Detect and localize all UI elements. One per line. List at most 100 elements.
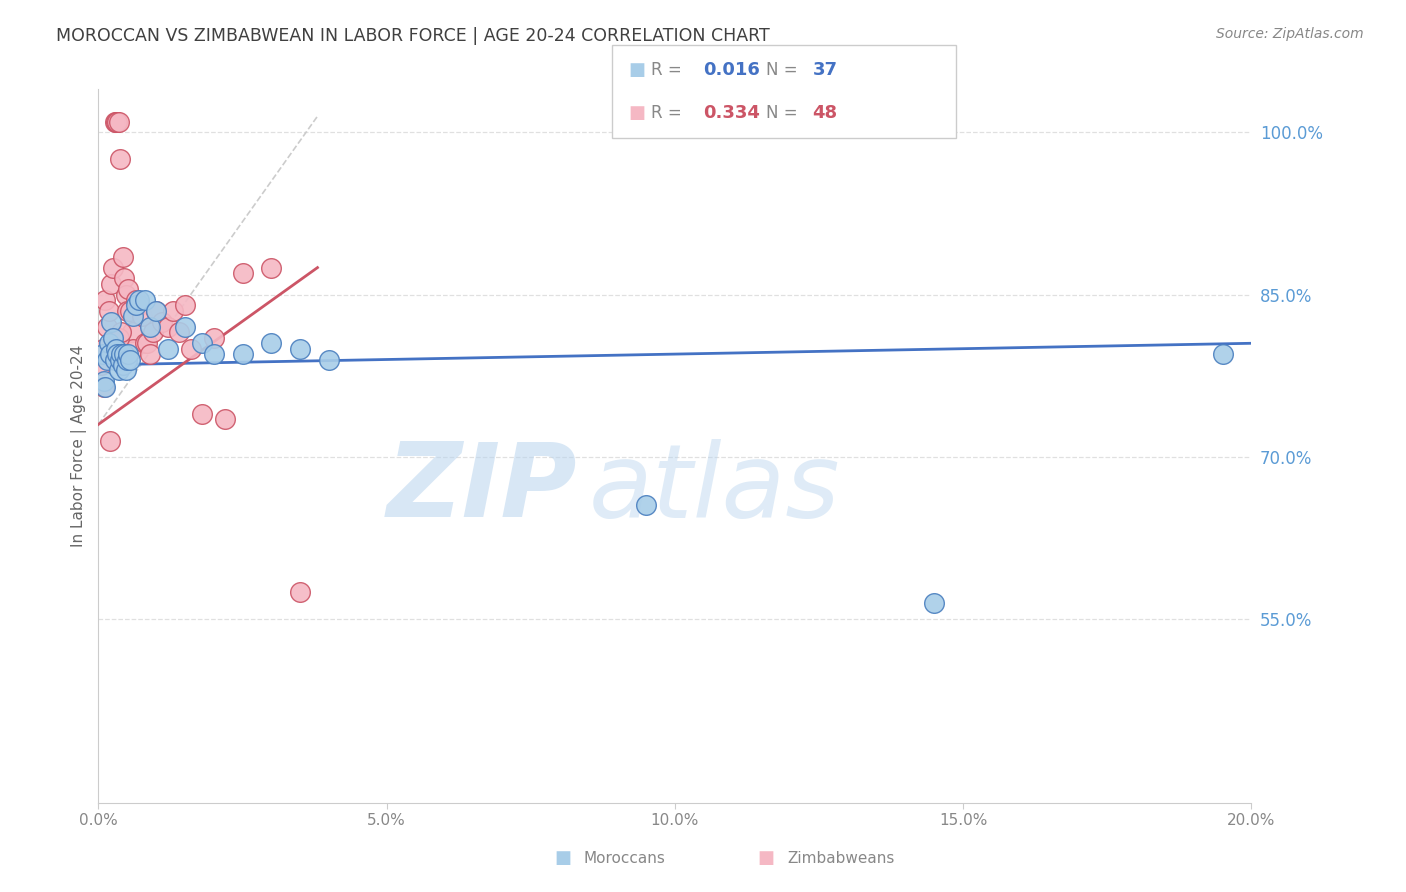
Point xyxy=(191,407,214,421)
Point xyxy=(128,293,150,307)
Point xyxy=(93,374,115,388)
Point xyxy=(110,153,132,167)
Point xyxy=(98,434,121,448)
Point xyxy=(120,303,142,318)
Point xyxy=(107,331,129,345)
Point xyxy=(231,266,254,280)
Text: ■: ■ xyxy=(758,849,775,867)
Text: Zimbabweans: Zimbabweans xyxy=(787,851,894,865)
Point xyxy=(94,379,117,393)
Point xyxy=(145,303,167,318)
Point xyxy=(110,326,132,340)
Point xyxy=(214,412,236,426)
Point xyxy=(260,336,283,351)
Point xyxy=(924,596,946,610)
Point xyxy=(290,585,312,599)
Point xyxy=(128,298,150,312)
Point xyxy=(134,293,156,307)
Point xyxy=(174,320,197,334)
Point xyxy=(91,342,114,356)
Point xyxy=(131,310,153,324)
Text: R =: R = xyxy=(651,104,688,122)
Point xyxy=(117,352,139,367)
Point xyxy=(101,331,124,345)
Text: ■: ■ xyxy=(628,61,645,78)
Point xyxy=(91,347,114,361)
Point xyxy=(107,114,129,128)
Point xyxy=(103,114,125,128)
Point xyxy=(117,303,139,318)
Point xyxy=(110,352,132,367)
Point xyxy=(104,342,127,356)
Point xyxy=(112,347,135,361)
Point xyxy=(98,347,121,361)
Point xyxy=(107,363,129,377)
Text: ZIP: ZIP xyxy=(387,438,576,540)
Point xyxy=(636,499,658,513)
Point xyxy=(202,331,225,345)
Point xyxy=(96,320,118,334)
Point xyxy=(231,347,254,361)
Point xyxy=(98,347,121,361)
Point xyxy=(120,352,142,367)
Point xyxy=(318,352,340,367)
Point xyxy=(104,114,127,128)
Point xyxy=(112,271,135,285)
Text: ■: ■ xyxy=(554,849,571,867)
Point xyxy=(139,320,162,334)
Point xyxy=(156,342,179,356)
Point xyxy=(174,298,197,312)
Point xyxy=(104,336,127,351)
Point xyxy=(191,336,214,351)
Point xyxy=(90,358,112,372)
Point xyxy=(156,320,179,334)
Text: R =: R = xyxy=(651,61,688,78)
Point xyxy=(121,326,143,340)
Point xyxy=(117,347,139,361)
Point xyxy=(100,315,122,329)
Point xyxy=(162,303,184,318)
Point xyxy=(94,293,117,307)
Point xyxy=(1212,347,1234,361)
Y-axis label: In Labor Force | Age 20-24: In Labor Force | Age 20-24 xyxy=(72,345,87,547)
Point xyxy=(260,260,283,275)
Point xyxy=(122,310,145,324)
Text: atlas: atlas xyxy=(588,439,839,539)
Point xyxy=(134,336,156,351)
Point xyxy=(101,342,124,356)
Point xyxy=(167,326,190,340)
Point xyxy=(101,260,124,275)
Text: Moroccans: Moroccans xyxy=(583,851,665,865)
Point xyxy=(202,347,225,361)
Point xyxy=(115,363,138,377)
Point xyxy=(125,298,148,312)
Text: Source: ZipAtlas.com: Source: ZipAtlas.com xyxy=(1216,27,1364,41)
Point xyxy=(97,336,120,351)
Point xyxy=(111,358,134,372)
Text: N =: N = xyxy=(766,61,803,78)
Point xyxy=(97,303,120,318)
Point xyxy=(110,347,132,361)
Point xyxy=(125,293,148,307)
Point xyxy=(105,347,128,361)
Point xyxy=(100,277,122,291)
Text: 48: 48 xyxy=(813,104,838,122)
Point xyxy=(103,352,125,367)
Point xyxy=(142,326,165,340)
Text: 0.016: 0.016 xyxy=(703,61,759,78)
Text: MOROCCAN VS ZIMBABWEAN IN LABOR FORCE | AGE 20-24 CORRELATION CHART: MOROCCAN VS ZIMBABWEAN IN LABOR FORCE | … xyxy=(56,27,770,45)
Point xyxy=(122,342,145,356)
Point xyxy=(139,347,162,361)
Text: N =: N = xyxy=(766,104,803,122)
Point xyxy=(290,342,312,356)
Text: 37: 37 xyxy=(813,61,838,78)
Point xyxy=(150,315,173,329)
Point xyxy=(96,352,118,367)
Point xyxy=(136,336,159,351)
Point xyxy=(111,250,134,264)
Point xyxy=(93,379,115,393)
Point xyxy=(117,282,139,296)
Point xyxy=(180,342,202,356)
Text: 0.334: 0.334 xyxy=(703,104,759,122)
Point xyxy=(115,287,138,301)
